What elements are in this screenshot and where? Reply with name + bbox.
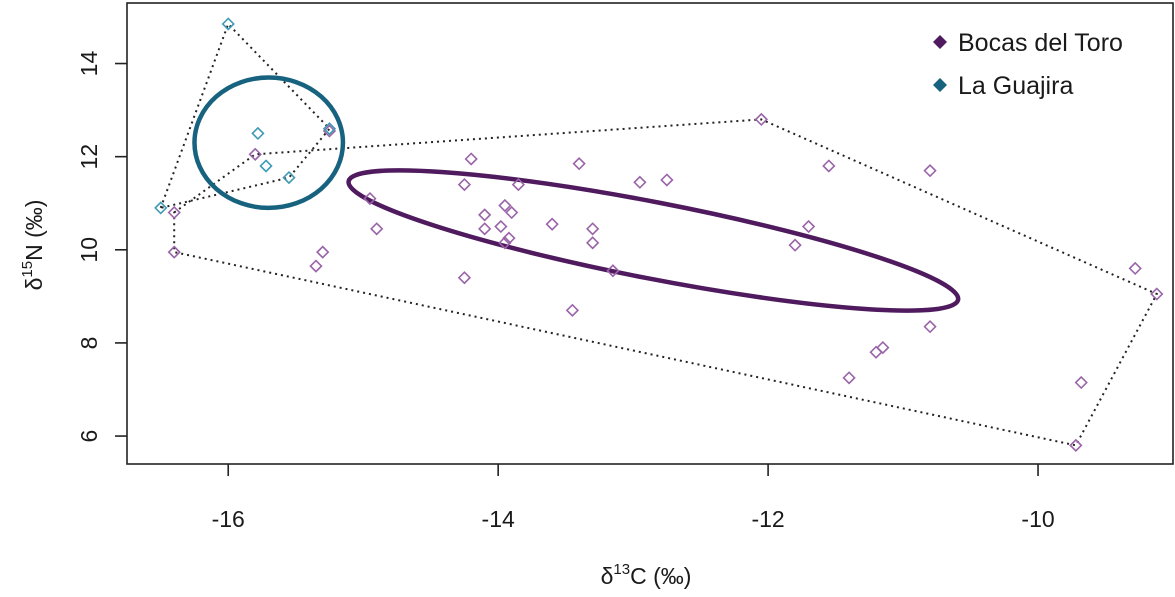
y-axis: 6 8 10 12 14 bbox=[76, 51, 127, 443]
point-bocas-del-toro-30 bbox=[869, 345, 883, 359]
point-bocas-del-toro-3 bbox=[316, 245, 330, 259]
point-bocas-del-toro-7 bbox=[464, 152, 478, 166]
legend-marker-bocas-del-toro bbox=[933, 35, 947, 49]
x-tick-label: -14 bbox=[482, 506, 515, 532]
point-la-guajira-3 bbox=[259, 159, 273, 173]
point-la-guajira-5 bbox=[322, 122, 337, 136]
point-bocas-del-toro-22 bbox=[606, 264, 620, 278]
point-bocas-del-toro-16 bbox=[511, 177, 526, 192]
point-la-guajira-2 bbox=[251, 126, 265, 141]
point-bocas-del-toro-26 bbox=[788, 238, 802, 252]
point-bocas-del-toro-29 bbox=[842, 371, 856, 385]
y-axis-title: δ15N (‰) bbox=[19, 200, 47, 291]
standard-ellipses bbox=[192, 75, 961, 313]
ellipse-bocas-del-toro bbox=[346, 168, 961, 313]
point-bocas-del-toro-34 bbox=[1069, 438, 1083, 453]
point-bocas-del-toro-32 bbox=[923, 164, 937, 178]
hull-la-guajira bbox=[159, 22, 331, 210]
point-bocas-del-toro-9 bbox=[478, 208, 492, 222]
point-bocas-del-toro-15 bbox=[498, 236, 512, 250]
point-bocas-del-toro-36 bbox=[1128, 261, 1142, 276]
x-tick-label: -10 bbox=[1021, 506, 1054, 532]
point-bocas-del-toro-11 bbox=[494, 219, 508, 234]
hull-bocas-del-toro bbox=[173, 118, 1159, 447]
point-bocas-del-toro-37 bbox=[1150, 287, 1164, 301]
legend-label-bocas-del-toro: Bocas del Toro bbox=[958, 29, 1123, 57]
convex-hulls bbox=[159, 22, 1159, 447]
point-bocas-del-toro-31 bbox=[876, 340, 890, 355]
point-bocas-del-toro-39 bbox=[322, 124, 337, 138]
data-points bbox=[154, 17, 1164, 453]
point-bocas-del-toro-24 bbox=[660, 173, 674, 187]
point-bocas-del-toro-4 bbox=[363, 191, 377, 206]
point-bocas-del-toro-18 bbox=[565, 303, 580, 317]
legend-label-la-guajira: La Guajira bbox=[958, 72, 1073, 100]
point-bocas-del-toro-8 bbox=[457, 271, 472, 285]
point-bocas-del-toro-21 bbox=[586, 236, 600, 250]
x-axis-title: δ13C (‰) bbox=[601, 561, 692, 589]
point-bocas-del-toro-19 bbox=[572, 157, 586, 171]
point-bocas-del-toro-35 bbox=[1074, 375, 1088, 390]
point-bocas-del-toro-1 bbox=[167, 245, 181, 259]
y-tick-label: 14 bbox=[76, 51, 102, 77]
legend-marker-la-guajira bbox=[933, 78, 947, 92]
point-bocas-del-toro-0 bbox=[167, 205, 181, 220]
point-bocas-del-toro-2 bbox=[309, 259, 323, 273]
legend-item-bocas-del-toro: Bocas del Toro bbox=[933, 29, 1123, 57]
point-bocas-del-toro-38 bbox=[248, 147, 262, 161]
point-la-guajira-4 bbox=[282, 170, 296, 185]
point-bocas-del-toro-33 bbox=[923, 319, 937, 334]
point-bocas-del-toro-20 bbox=[586, 222, 600, 236]
legend-item-la-guajira: La Guajira bbox=[933, 72, 1073, 100]
legend: Bocas del Toro La Guajira bbox=[933, 29, 1123, 100]
x-tick-label: -16 bbox=[212, 506, 245, 532]
y-tick-label: 8 bbox=[76, 337, 102, 350]
point-bocas-del-toro-12 bbox=[498, 198, 512, 213]
x-axis: -16 -14 -12 -10 bbox=[212, 464, 1055, 532]
point-bocas-del-toro-13 bbox=[505, 205, 519, 220]
point-bocas-del-toro-17 bbox=[545, 217, 559, 231]
point-bocas-del-toro-10 bbox=[478, 222, 492, 236]
point-la-guajira-0 bbox=[154, 201, 168, 215]
point-bocas-del-toro-28 bbox=[822, 159, 836, 173]
point-bocas-del-toro-5 bbox=[370, 222, 384, 236]
ellipse-la-guajira bbox=[192, 75, 346, 211]
point-bocas-del-toro-23 bbox=[633, 175, 647, 189]
point-bocas-del-toro-6 bbox=[457, 177, 472, 192]
y-tick-label: 10 bbox=[76, 237, 102, 263]
point-la-guajira-1 bbox=[221, 17, 235, 31]
plot-area-frame bbox=[126, 2, 1174, 465]
y-tick-label: 12 bbox=[76, 144, 102, 170]
x-tick-label: -12 bbox=[751, 506, 784, 532]
point-bocas-del-toro-27 bbox=[801, 219, 816, 234]
point-bocas-del-toro-25 bbox=[754, 112, 768, 127]
y-tick-label: 6 bbox=[76, 430, 102, 443]
